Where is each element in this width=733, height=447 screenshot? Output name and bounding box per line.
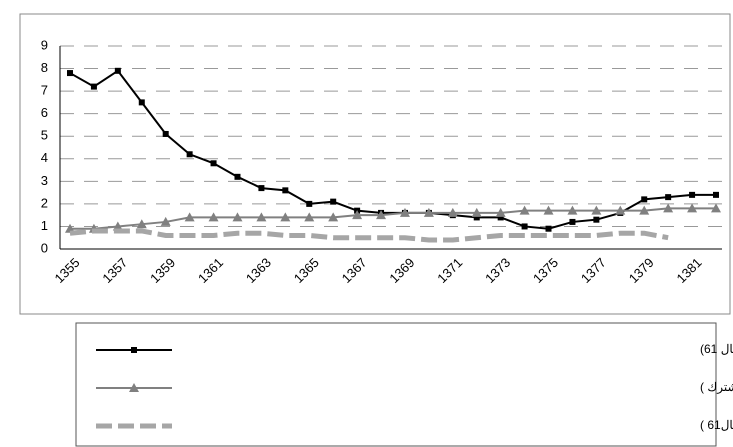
y-tick-label: 6 (41, 105, 48, 120)
y-tick-label: 5 (41, 128, 48, 143)
x-tick-label: 1361 (195, 255, 226, 286)
marker (65, 223, 75, 233)
x-tick-label: 1369 (386, 255, 417, 286)
marker (186, 151, 193, 158)
marker (256, 212, 267, 222)
series-line (69, 228, 669, 243)
y-tick-label: 0 (41, 240, 48, 255)
chart-frame (19, 13, 731, 315)
marker (282, 187, 289, 194)
series-line (70, 207, 716, 230)
x-tick-label: 1381 (674, 255, 705, 286)
marker (497, 214, 504, 221)
x-tick-label: 1363 (243, 255, 274, 286)
marker (639, 205, 650, 215)
marker (162, 130, 169, 137)
marker (447, 207, 458, 217)
y-tick-label: 1 (41, 218, 48, 233)
marker (567, 205, 578, 215)
marker (591, 205, 602, 215)
marker (306, 200, 313, 207)
x-tick-label: 1355 (51, 255, 82, 286)
marker (569, 218, 576, 225)
marker (210, 160, 217, 167)
marker (184, 212, 195, 222)
marker (304, 212, 315, 222)
marker (641, 196, 648, 203)
y-tick-label: 4 (41, 150, 48, 165)
legend-frame (75, 322, 717, 447)
y-tick-label: 3 (41, 173, 48, 188)
marker (593, 216, 600, 223)
marker (258, 185, 265, 192)
legend-label: متوسط هزينه واقعي خانوارهاي شهري و روستا… (700, 418, 733, 432)
marker (543, 205, 554, 215)
marker (711, 203, 721, 213)
marker (330, 198, 337, 205)
marker (521, 223, 528, 230)
marker (328, 212, 339, 222)
marker (136, 219, 147, 229)
x-tick-label: 1371 (434, 255, 465, 286)
marker (280, 212, 291, 222)
marker (352, 210, 363, 220)
legend-label: مصرف سرانه برق خانگي(هزاركيلووات ساعت بر… (700, 380, 733, 394)
marker (234, 173, 241, 180)
marker (138, 99, 145, 106)
x-tick-label: 1379 (626, 255, 657, 286)
marker (713, 191, 719, 198)
marker (545, 225, 552, 232)
y-tick-label: 2 (41, 195, 48, 210)
x-tick-label: 1373 (482, 255, 513, 286)
marker (687, 203, 698, 213)
marker (160, 216, 171, 226)
series-line (69, 69, 716, 230)
marker (208, 212, 219, 222)
marker (67, 70, 73, 77)
x-tick-label: 1375 (530, 255, 561, 286)
marker (519, 205, 530, 215)
marker (495, 207, 506, 217)
x-tick-label: 1377 (578, 255, 609, 286)
marker (473, 214, 480, 221)
x-tick-label: 1367 (339, 255, 370, 286)
legend-label: قيمت برق خانگي(ريال)(به قيمت ثابت سال 61… (700, 342, 733, 356)
marker (663, 203, 674, 213)
y-tick-label: 7 (41, 83, 48, 98)
marker (689, 191, 696, 198)
marker (376, 210, 387, 220)
marker (471, 207, 482, 217)
marker (615, 205, 626, 215)
x-tick-label: 1357 (99, 255, 130, 286)
legend-marker (131, 347, 137, 353)
y-tick-label: 8 (41, 60, 48, 75)
marker (90, 83, 97, 90)
x-tick-label: 1365 (291, 255, 322, 286)
legend-marker (129, 383, 139, 392)
marker (665, 194, 672, 201)
marker (399, 207, 410, 217)
marker (112, 221, 123, 231)
y-tick-label: 9 (41, 37, 48, 52)
marker (232, 212, 243, 222)
x-tick-label: 1359 (147, 255, 178, 286)
marker (114, 67, 121, 74)
marker (423, 207, 434, 217)
